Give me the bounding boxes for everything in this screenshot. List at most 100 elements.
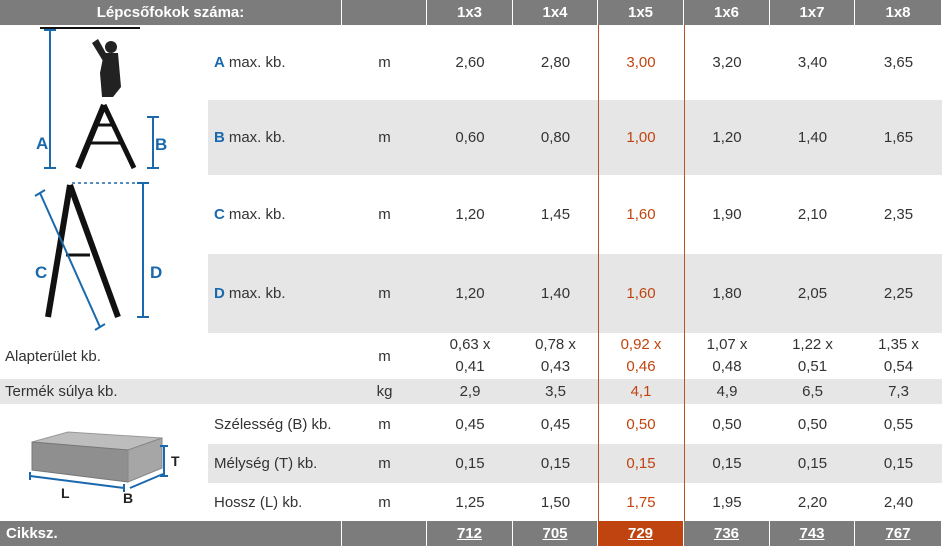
- value-cell: 3,65: [883, 54, 914, 71]
- row-unit: m: [378, 285, 391, 302]
- row-background: [0, 333, 942, 379]
- row-background: [0, 379, 942, 404]
- article-number-cell: 712: [427, 521, 513, 546]
- row-background: [208, 404, 942, 444]
- value-cell: 3,00: [626, 54, 656, 71]
- value-cell: 2,05: [797, 285, 828, 302]
- value-cell: 1,50: [540, 493, 571, 511]
- row-label-text: max. kb.: [228, 129, 286, 146]
- value-cell: 3,20: [712, 54, 742, 71]
- value-cell: 2,9: [459, 383, 481, 400]
- value-cell: 2,25: [883, 285, 914, 302]
- value-cell: 1,22 x 0,51: [770, 333, 855, 379]
- footer-label: Cikksz.: [0, 521, 342, 546]
- value-cell: 1,60: [626, 285, 656, 302]
- value-cell: 0,92 x 0,46: [598, 333, 684, 379]
- row-background: [208, 175, 942, 254]
- value-cell: 1,45: [540, 206, 571, 223]
- article-number-link[interactable]: 743: [799, 525, 825, 542]
- row-letter: A: [214, 54, 225, 71]
- row-label-text: max. kb.: [228, 206, 286, 223]
- row-unit: m: [378, 54, 391, 71]
- row-label-text: Szélesség (B) kb.: [214, 415, 332, 433]
- value-line: 0,46: [626, 358, 656, 375]
- row-background: [208, 483, 942, 521]
- row-label-weight: Termék súlya kb.: [0, 379, 342, 404]
- value-cell: 6,5: [802, 383, 823, 400]
- article-number-link[interactable]: 729: [627, 525, 654, 542]
- article-number-cell: 705: [513, 521, 598, 546]
- box-letter-l: L: [61, 485, 70, 501]
- letter-b-label: B: [155, 135, 167, 154]
- value-cell: 1,20: [455, 206, 485, 223]
- value-line: 0,92 x: [620, 336, 662, 353]
- value-line: 0,48: [712, 358, 742, 375]
- value-cell: 4,9: [716, 383, 738, 400]
- value-cell: 1,80: [712, 285, 742, 302]
- column-header-1x7: 1x7: [770, 0, 855, 25]
- row-background: [208, 25, 942, 100]
- value-cell: 2,60: [455, 54, 485, 71]
- value-cell: 2,80: [540, 54, 571, 71]
- row-label-text: Mélység (T) kb.: [214, 455, 318, 472]
- row-unit: m: [378, 415, 391, 433]
- column-header-1x4: 1x4: [513, 0, 598, 25]
- value-line: 0,63 x: [449, 336, 491, 353]
- value-cell: 0,15: [883, 455, 914, 472]
- value-line: 0,51: [797, 358, 828, 375]
- row-label-depth: Mélység (T) kb.: [208, 444, 342, 483]
- article-number-link[interactable]: 767: [885, 525, 911, 542]
- value-cell: 1,25: [455, 493, 485, 511]
- value-cell: 1,40: [797, 129, 828, 146]
- row-unit: m: [378, 347, 391, 365]
- value-cell: 0,15: [455, 455, 485, 472]
- box-letter-t: T: [171, 453, 180, 469]
- value-cell: 4,1: [630, 383, 652, 400]
- person-icon: [92, 39, 121, 97]
- column-header-1x6: 1x6: [684, 0, 770, 25]
- letter-d-label: D: [150, 263, 162, 282]
- row-label-footprint: Alapterület kb.: [0, 333, 342, 379]
- header-spacer: [342, 0, 427, 25]
- value-cell: 0,15: [540, 455, 571, 472]
- row-label-length: Hossz (L) kb.: [208, 483, 342, 521]
- value-cell: 1,07 x 0,48: [684, 333, 770, 379]
- row-label-text: max. kb.: [228, 285, 286, 302]
- value-cell: 2,20: [797, 493, 828, 511]
- value-cell: 1,00: [626, 129, 656, 146]
- row-unit: m: [378, 493, 391, 511]
- article-number-cell: 736: [684, 521, 770, 546]
- row-label-text: max. kb.: [228, 54, 286, 71]
- value-cell: 3,5: [545, 383, 566, 400]
- article-number-link[interactable]: 705: [542, 525, 568, 542]
- value-cell: 0,45: [540, 415, 571, 433]
- value-cell: 0,45: [455, 415, 485, 433]
- article-number-link[interactable]: 736: [713, 525, 740, 542]
- article-number-link[interactable]: 712: [456, 525, 483, 542]
- row-label-width: Szélesség (B) kb.: [208, 404, 342, 444]
- value-cell: 0,15: [712, 455, 742, 472]
- article-number-cell: 767: [855, 521, 942, 546]
- table-header-title: Lépcsőfokok száma:: [0, 0, 342, 25]
- value-line: 0,54: [883, 358, 914, 375]
- value-cell: 0,55: [883, 415, 914, 433]
- column-header-1x5: 1x5: [598, 0, 684, 25]
- value-line: 0,41: [455, 358, 485, 375]
- value-cell: 0,50: [712, 415, 742, 433]
- value-cell: 1,40: [540, 285, 571, 302]
- article-number-cell: 743: [770, 521, 855, 546]
- row-unit: m: [378, 455, 391, 472]
- article-number-cell: 729: [598, 521, 684, 546]
- row-background: [208, 100, 942, 175]
- value-cell: 2,35: [883, 206, 914, 223]
- row-label-text: Hossz (L) kb.: [214, 493, 303, 511]
- value-line: 0,78 x: [535, 336, 576, 353]
- value-cell: 0,63 x 0,41: [427, 333, 513, 379]
- box-diagram: T L B: [29, 431, 180, 506]
- letter-a-label: A: [36, 134, 48, 153]
